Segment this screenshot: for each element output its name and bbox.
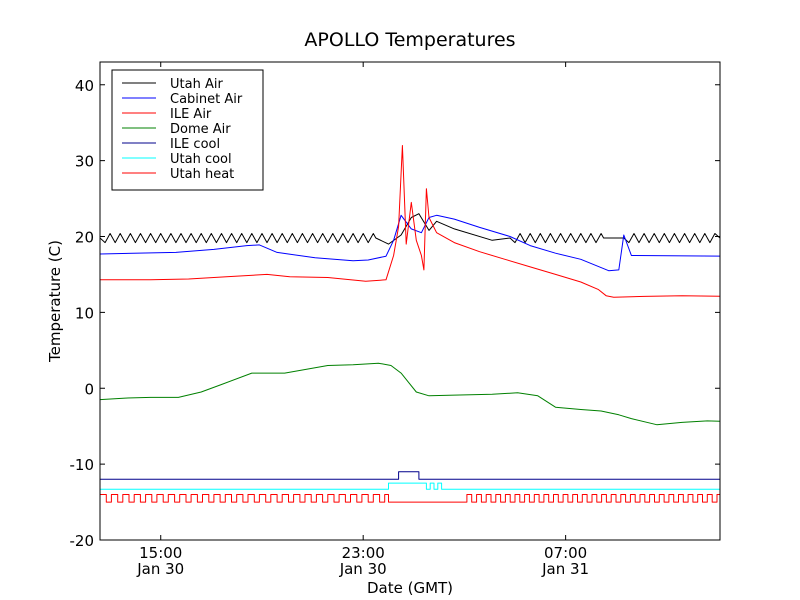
legend-box bbox=[111, 69, 264, 191]
x-tick-time-label: 15:00 bbox=[139, 544, 182, 562]
series-layer bbox=[100, 145, 720, 503]
legend-label: Cabinet Air bbox=[170, 92, 243, 107]
legend-label: Utah cool bbox=[170, 152, 232, 167]
legend-label: ILE Air bbox=[170, 107, 212, 122]
x-tick-time-label: 23:00 bbox=[342, 544, 385, 562]
y-tick-label: 30 bbox=[75, 153, 94, 171]
x-tick-date-label: Jan 30 bbox=[136, 560, 184, 578]
series-line-utah-cool bbox=[100, 482, 720, 490]
y-axis-label: Temperature (C) bbox=[46, 240, 64, 363]
legend-label: Utah Air bbox=[170, 77, 223, 92]
series-line-ile-cool bbox=[100, 471, 720, 480]
series-line-cabinet-air bbox=[100, 214, 720, 272]
y-tick-label: 20 bbox=[75, 229, 94, 247]
y-tick-label: -20 bbox=[70, 532, 95, 550]
y-tick-label: 40 bbox=[75, 77, 94, 95]
y-tick-label: -10 bbox=[70, 456, 95, 474]
x-tick-date-label: Jan 31 bbox=[541, 560, 589, 578]
legend-label: Dome Air bbox=[170, 122, 231, 137]
x-tick-date-label: Jan 30 bbox=[339, 560, 387, 578]
y-tick-label: 0 bbox=[84, 380, 94, 398]
legend-label: Utah heat bbox=[170, 167, 234, 182]
chart-title: APOLLO Temperatures bbox=[304, 29, 515, 51]
x-tick-time-label: 07:00 bbox=[544, 544, 587, 562]
series-line-utah-air bbox=[100, 213, 720, 245]
legend-label: ILE cool bbox=[170, 137, 220, 152]
series-line-utah-heat bbox=[100, 494, 720, 503]
plot-frame bbox=[99, 61, 721, 541]
y-tick-label: 10 bbox=[75, 304, 94, 322]
series-line-dome-air bbox=[100, 362, 720, 426]
series-line-ile-air bbox=[100, 145, 720, 298]
x-axis-label: Date (GMT) bbox=[367, 579, 453, 597]
